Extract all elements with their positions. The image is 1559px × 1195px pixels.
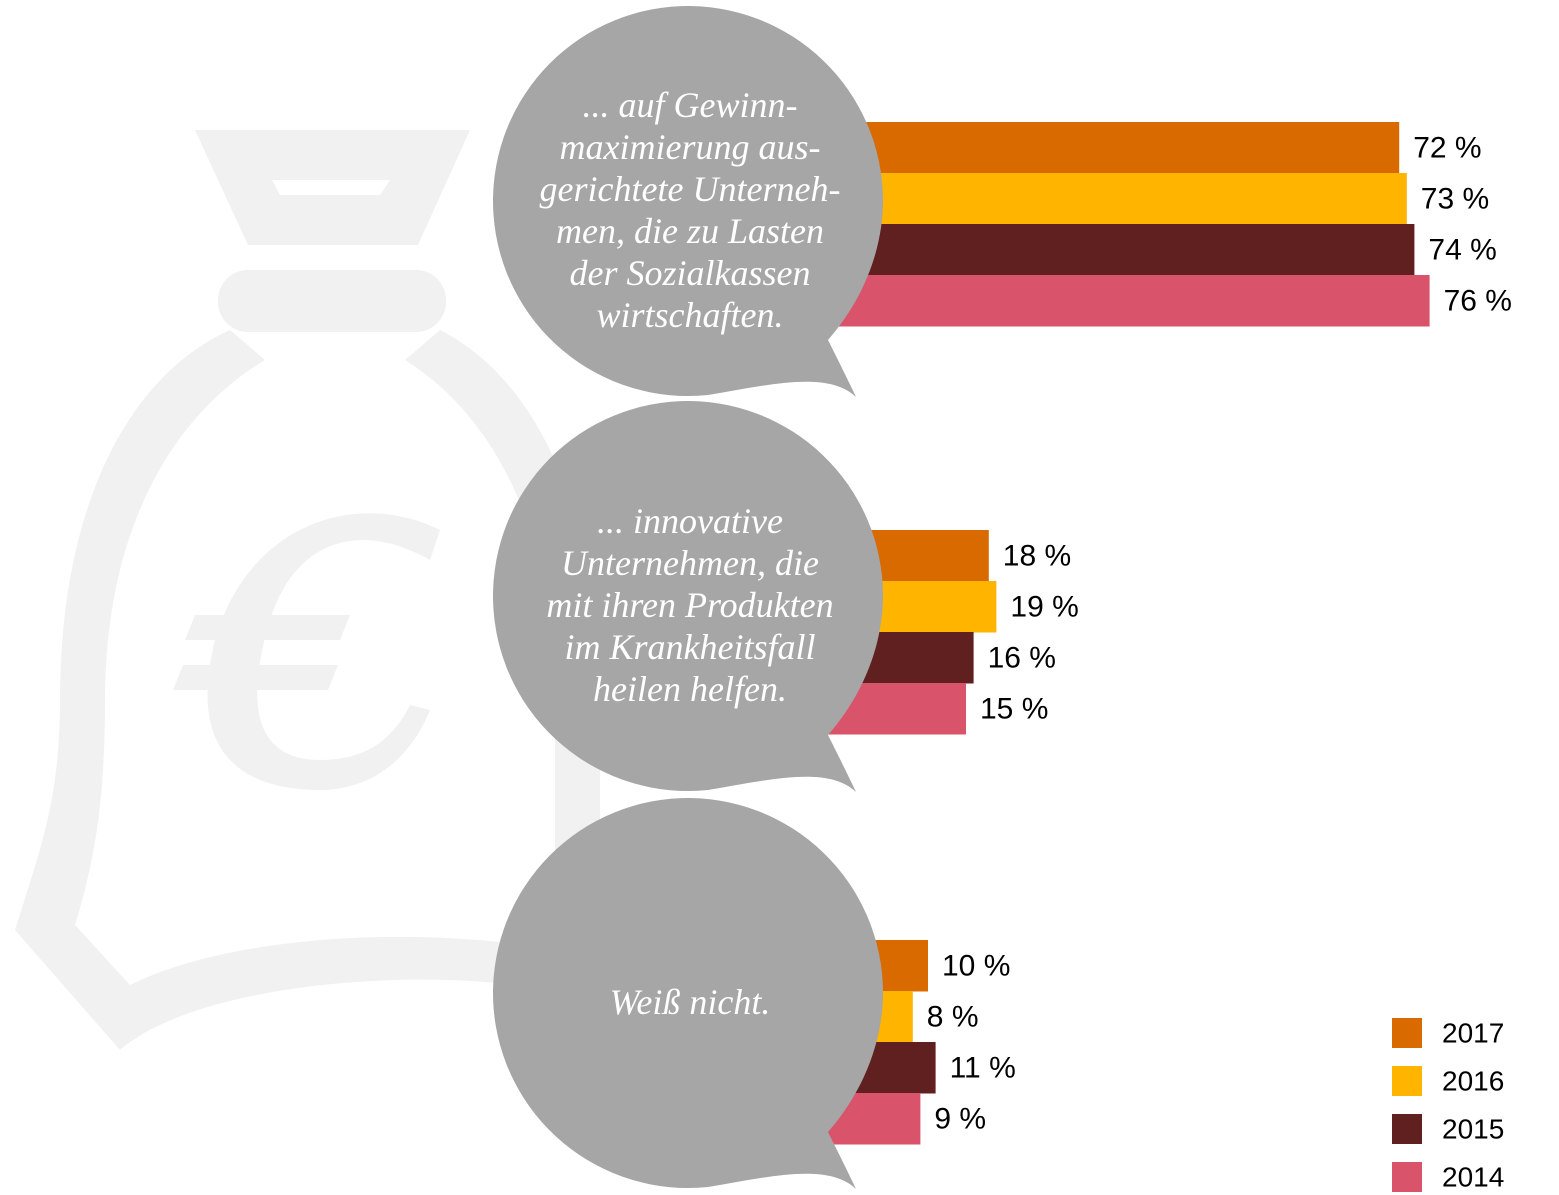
value-label: 9 % <box>934 1102 986 1135</box>
bar <box>822 224 1414 276</box>
page: 72 % 73 % 74 % 76 % 18 % 19 % 16 % 15 % 10 % 8 % 1… <box>0 0 1559 1195</box>
value-label: 16 % <box>988 641 1056 674</box>
bubble-text: ... innovative Unternehmen, die mit ihre… <box>500 415 880 795</box>
legend-label: 2017 <box>1442 1017 1504 1048</box>
legend-label: 2016 <box>1442 1065 1504 1096</box>
legend-swatch <box>1392 1066 1422 1096</box>
legend-swatch <box>1392 1018 1422 1048</box>
value-label: 73 % <box>1421 182 1489 215</box>
legend-label: 2014 <box>1442 1161 1504 1192</box>
legend-label: 2015 <box>1442 1113 1504 1144</box>
value-label: 74 % <box>1428 233 1496 266</box>
bar <box>822 122 1399 174</box>
value-label: 19 % <box>1010 590 1078 623</box>
bar <box>822 173 1407 225</box>
legend: 2017 2016 2015 2014 <box>1392 1017 1504 1192</box>
value-label: 72 % <box>1413 131 1481 164</box>
value-label: 76 % <box>1444 284 1512 317</box>
value-label: 15 % <box>980 692 1048 725</box>
bubble-text: ... auf Gewinn- maximierung aus- gericht… <box>500 20 880 400</box>
legend-swatch <box>1392 1114 1422 1144</box>
bubble-text: Weiß nicht. <box>500 812 880 1192</box>
bar <box>822 275 1430 327</box>
value-label: 10 % <box>942 949 1010 982</box>
value-label: 8 % <box>927 1000 979 1033</box>
bars: 72 % 73 % 74 % 76 % 18 % 19 % 16 % 15 % 10 % 8 % 1… <box>822 122 1512 1145</box>
legend-swatch <box>1392 1162 1422 1192</box>
value-label: 11 % <box>950 1051 1016 1084</box>
value-label: 18 % <box>1003 539 1071 572</box>
